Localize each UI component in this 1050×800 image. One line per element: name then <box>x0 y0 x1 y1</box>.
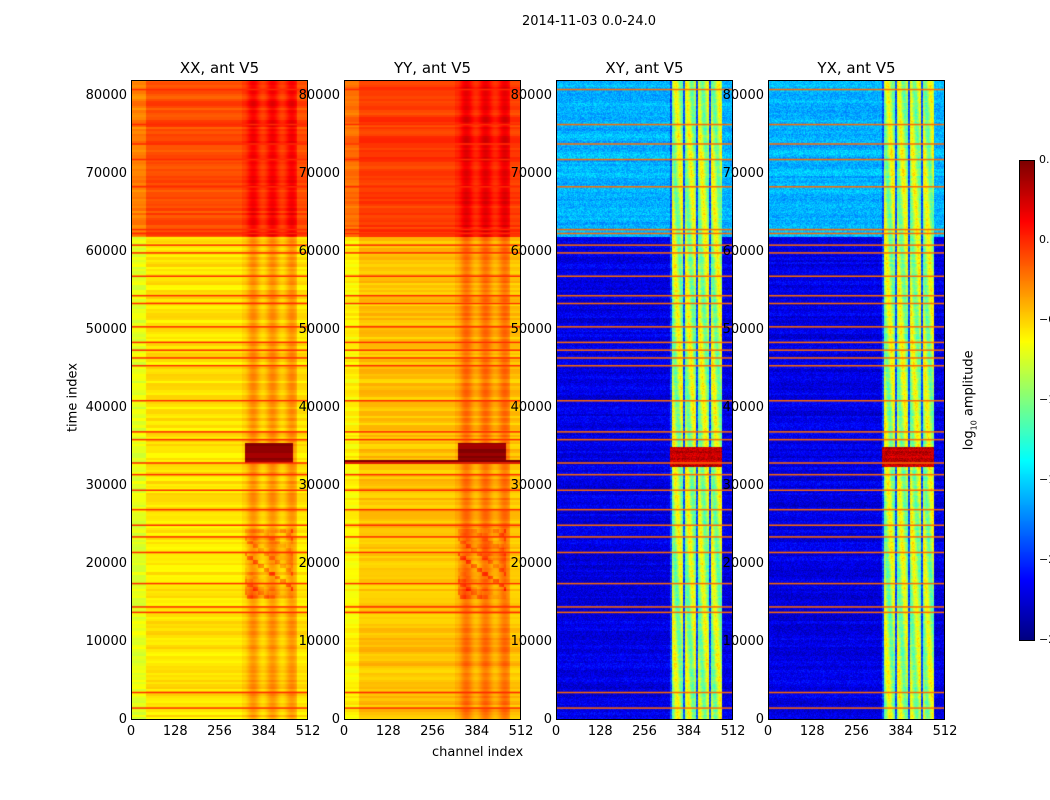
x-tick-label: 256 <box>844 724 869 739</box>
y-tick-label: 0 <box>331 712 340 727</box>
colorbar-tick-label: −2.5 <box>1039 633 1050 646</box>
y-tick-label: 50000 <box>722 321 764 337</box>
heatmap-panel <box>344 80 521 720</box>
y-tick-label: 20000 <box>85 555 127 571</box>
x-tick-label: 0 <box>339 724 349 739</box>
heatmap-image <box>557 81 732 719</box>
y-tick-label: 10000 <box>722 633 764 649</box>
x-tick-label: 512 <box>508 724 534 739</box>
y-tick-label: 80000 <box>85 87 127 103</box>
y-tick-label: 50000 <box>85 321 127 337</box>
y-tick-label: 40000 <box>722 399 764 415</box>
x-tick-label: 512 <box>295 724 321 739</box>
x-tick-label: 128 <box>375 724 401 739</box>
y-tick-label: 30000 <box>510 477 552 493</box>
y-tick-label: 80000 <box>722 87 764 103</box>
heatmap-panel <box>556 80 733 720</box>
colorbar-tick-label: −2.0 <box>1039 553 1050 566</box>
x-tick-label: 256 <box>420 724 445 739</box>
panel-title: YX, ant V5 <box>817 59 896 77</box>
panel-title: XX, ant V5 <box>179 59 260 77</box>
heatmap-panel <box>131 80 308 720</box>
y-tick-label: 70000 <box>510 165 552 181</box>
colorbar-tick-label: −1.5 <box>1039 473 1050 486</box>
y-tick-label: 10000 <box>510 633 552 649</box>
heatmap-image <box>132 81 307 719</box>
colorbar-tick-label: −0.5 <box>1039 313 1050 326</box>
y-tick-label: 80000 <box>510 87 552 103</box>
heatmap-panel <box>768 80 945 720</box>
x-tick-label: 512 <box>932 724 958 739</box>
y-tick-label: 60000 <box>85 243 127 259</box>
y-tick-label: 30000 <box>722 477 764 493</box>
colorbar-tick-label: 0.5 <box>1039 153 1050 166</box>
x-tick-label: 384 <box>251 724 277 739</box>
x-axis-label: channel index <box>432 745 524 760</box>
y-tick-label: 0 <box>543 712 552 727</box>
y-tick-label: 0 <box>118 712 127 727</box>
x-tick-label: 512 <box>720 724 746 739</box>
y-tick-label: 60000 <box>722 243 764 259</box>
colorbar <box>1019 160 1035 641</box>
y-tick-label: 60000 <box>298 243 340 259</box>
y-tick-label: 20000 <box>722 555 764 571</box>
y-tick-label: 20000 <box>510 555 552 571</box>
panel-title: YY, ant V5 <box>393 59 471 77</box>
y-tick-label: 50000 <box>298 321 340 337</box>
x-tick-label: 0 <box>126 724 136 739</box>
x-tick-label: 128 <box>162 724 188 739</box>
colorbar-tick-label: −1.0 <box>1039 393 1050 406</box>
x-tick-label: 384 <box>464 724 490 739</box>
y-axis-label: time index <box>65 362 81 433</box>
x-tick-label: 256 <box>207 724 232 739</box>
y-tick-label: 40000 <box>298 399 340 415</box>
y-tick-label: 0 <box>755 712 764 727</box>
x-tick-label: 384 <box>676 724 702 739</box>
x-tick-label: 128 <box>587 724 613 739</box>
y-tick-label: 10000 <box>298 633 340 649</box>
colorbar-tick-label: 0.0 <box>1039 233 1050 246</box>
heatmap-image <box>345 81 520 719</box>
y-tick-label: 40000 <box>85 399 127 415</box>
heatmap-image <box>769 81 944 719</box>
y-tick-label: 60000 <box>510 243 552 259</box>
x-tick-label: 0 <box>551 724 561 739</box>
x-tick-label: 256 <box>632 724 657 739</box>
y-tick-label: 40000 <box>510 399 552 415</box>
y-tick-label: 20000 <box>298 555 340 571</box>
x-tick-label: 384 <box>888 724 914 739</box>
y-tick-label: 30000 <box>85 477 127 493</box>
y-tick-label: 10000 <box>85 633 127 649</box>
y-tick-label: 70000 <box>298 165 340 181</box>
colorbar-label: log10 amplitude <box>961 350 979 451</box>
y-tick-label: 70000 <box>722 165 764 181</box>
x-tick-label: 128 <box>799 724 825 739</box>
y-tick-label: 30000 <box>298 477 340 493</box>
y-tick-label: 80000 <box>298 87 340 103</box>
y-tick-label: 70000 <box>85 165 127 181</box>
x-tick-label: 0 <box>763 724 773 739</box>
figure-title: 2014-11-03 0.0-24.0 <box>522 14 656 29</box>
panel-title: XY, ant V5 <box>605 59 684 77</box>
y-tick-label: 50000 <box>510 321 552 337</box>
